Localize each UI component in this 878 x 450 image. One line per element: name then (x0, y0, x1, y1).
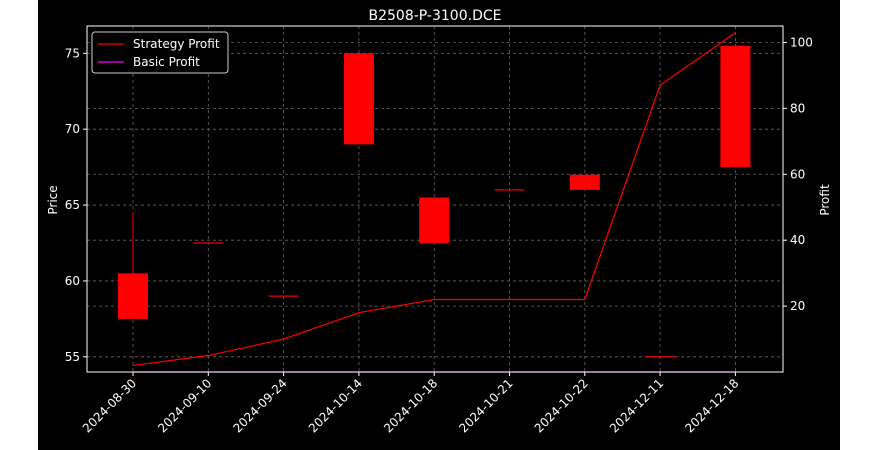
candle-body (193, 242, 224, 244)
candle-body (720, 45, 751, 168)
candle-body (494, 189, 525, 191)
candle-body (419, 197, 450, 244)
y-tick-label-left: 60 (65, 274, 80, 288)
candle-body (645, 356, 676, 358)
legend-box (91, 31, 229, 74)
candle-body (343, 53, 374, 145)
legend: Strategy Profit Basic Profit (91, 31, 229, 74)
candle-body (268, 295, 299, 297)
right-axis: 20 40 60 80 100 (783, 35, 813, 313)
chart-title: B2508-P-3100.DCE (369, 8, 502, 24)
y-tick-label-right: 60 (790, 167, 805, 181)
candle-body (569, 174, 600, 190)
y-tick-label-right: 100 (790, 35, 813, 49)
y-tick-label-right: 20 (790, 299, 805, 313)
left-axis: 55 60 65 70 75 (65, 46, 87, 364)
candles (118, 45, 751, 358)
legend-strategy-profit-label: Strategy Profit (133, 37, 220, 51)
right-axis-label: Profit (818, 184, 832, 216)
left-axis-label: Price (46, 185, 60, 214)
y-tick-label-right: 40 (790, 233, 805, 247)
plot-frame (86, 25, 784, 373)
candle-body (118, 273, 148, 319)
y-tick-label-left: 70 (65, 122, 80, 136)
y-tick-label-left: 75 (65, 46, 80, 60)
y-tick-label-left: 55 (65, 350, 80, 364)
y-tick-label-left: 65 (65, 198, 80, 212)
y-tick-label-right: 80 (790, 101, 805, 115)
strategy-profit-line (132, 32, 736, 367)
legend-basic-profit-label: Basic Profit (133, 55, 200, 69)
